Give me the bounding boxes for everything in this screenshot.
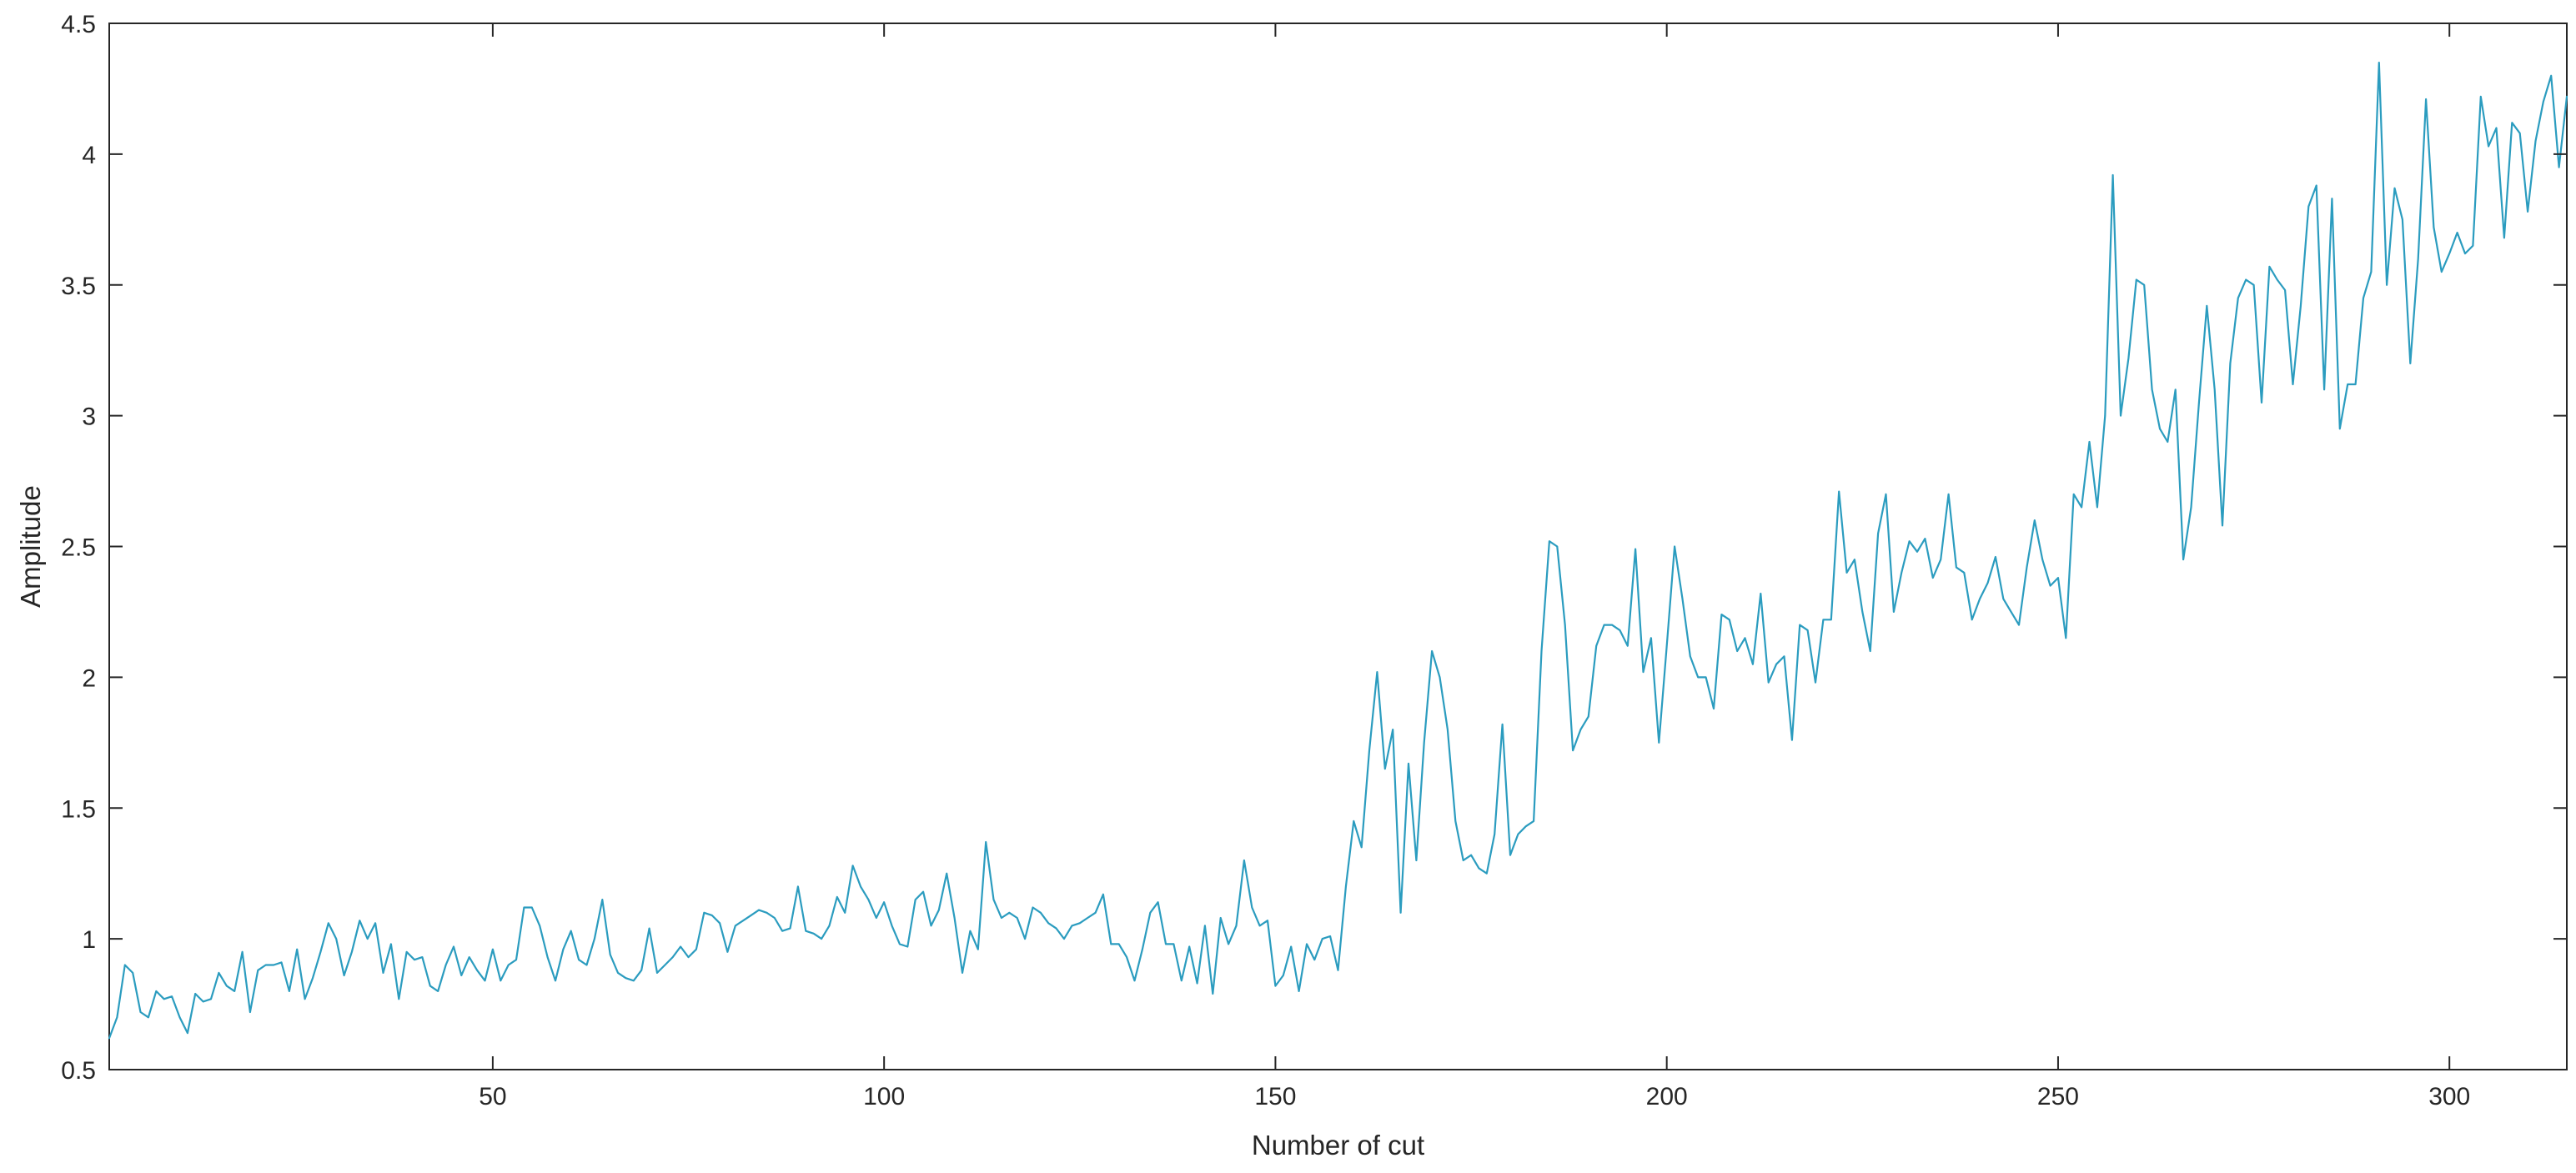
x-tick-label: 100: [863, 1083, 905, 1110]
x-tick-label: 50: [479, 1083, 506, 1110]
amplitude-series-line: [108, 61, 2568, 1040]
x-tick-label: 150: [1254, 1083, 1296, 1110]
y-tick-label: 1: [82, 926, 96, 954]
y-tick-label: 3.5: [61, 273, 96, 300]
y-tick-label: 2.5: [61, 534, 96, 562]
y-tick-label: 0.5: [61, 1057, 96, 1085]
y-tick-label: 3: [82, 404, 96, 431]
x-tick-label: 300: [2428, 1083, 2470, 1110]
y-tick-label: 4: [82, 142, 96, 169]
x-tick-label: 250: [2037, 1083, 2079, 1110]
y-tick-label: 1.5: [61, 795, 96, 823]
y-tick-label: 2: [82, 664, 96, 692]
x-axis-ticks: 50 100 150 200 250 300: [479, 23, 2470, 1110]
x-tick-label: 200: [1646, 1083, 1688, 1110]
y-axis-title: Amplitude: [15, 485, 46, 608]
x-axis-title: Number of cut: [1252, 1130, 1424, 1160]
y-tick-label: 4.5: [61, 11, 96, 38]
y-axis-ticks: 0.5 1 1.5 2 2.5 3 3.5 4 4.5: [61, 11, 2567, 1085]
